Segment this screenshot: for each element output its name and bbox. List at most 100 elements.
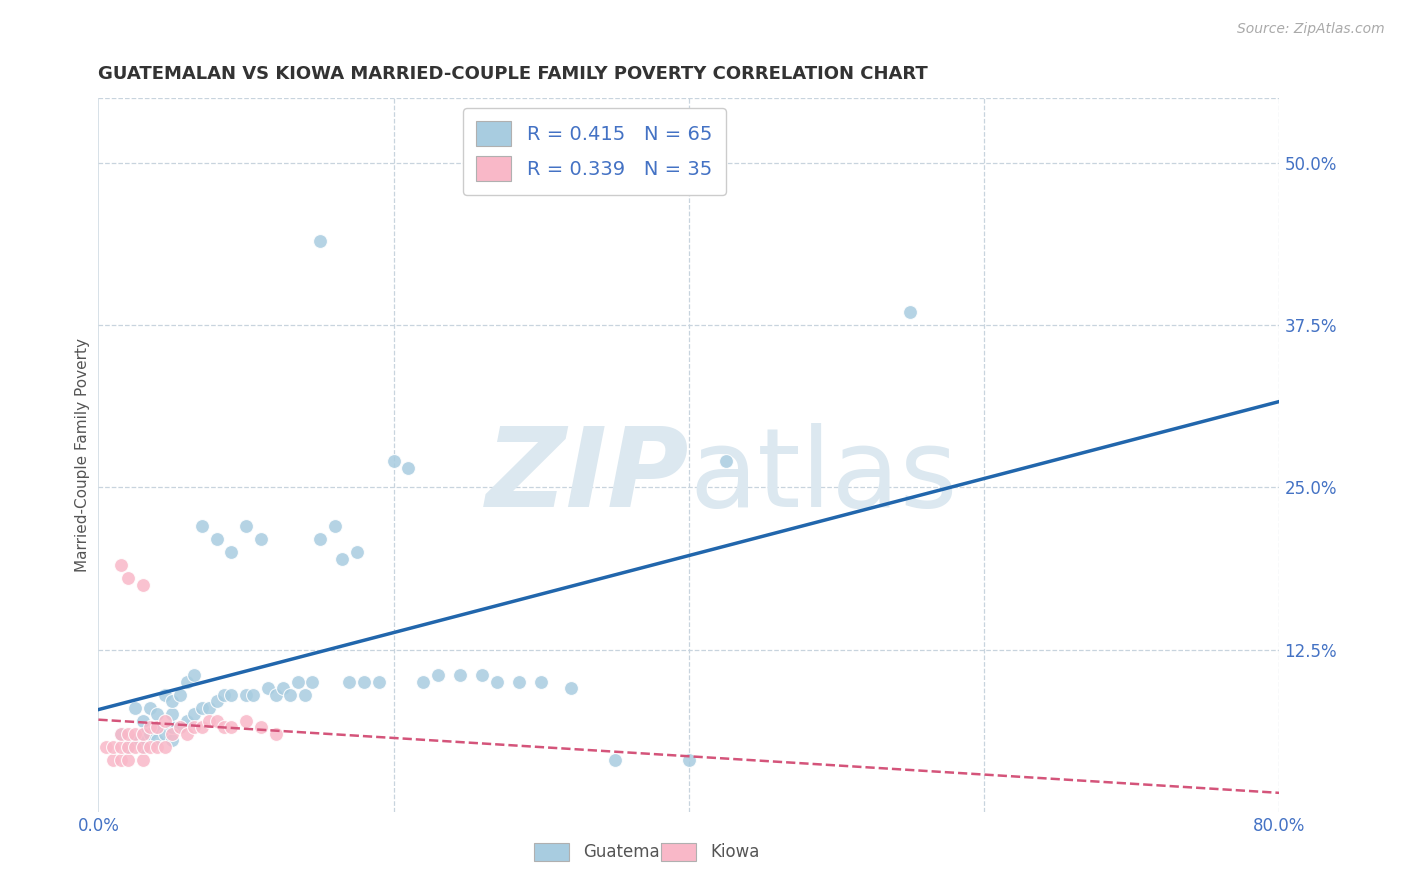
Point <box>287 675 309 690</box>
Point <box>264 727 287 741</box>
Point <box>124 739 146 754</box>
Point <box>205 533 228 547</box>
Point <box>191 701 214 715</box>
Point <box>169 720 191 734</box>
Point <box>212 720 235 734</box>
Point <box>176 675 198 690</box>
Point <box>605 753 627 767</box>
Point <box>471 668 494 682</box>
Point <box>162 727 183 741</box>
Point <box>117 739 139 754</box>
Point <box>191 519 214 533</box>
Point <box>146 739 169 754</box>
Point <box>176 727 198 741</box>
Point <box>94 739 117 754</box>
Point <box>250 533 273 547</box>
Point <box>508 675 530 690</box>
Text: Kiowa: Kiowa <box>710 843 759 861</box>
Point <box>132 739 155 754</box>
Point <box>162 694 183 708</box>
Point <box>221 720 243 734</box>
Point <box>117 739 139 754</box>
Point <box>198 701 221 715</box>
Point <box>139 720 162 734</box>
Text: ZIP: ZIP <box>485 423 689 530</box>
Point <box>309 234 332 248</box>
Point <box>153 727 176 741</box>
Point <box>132 714 155 728</box>
Point <box>183 668 205 682</box>
Point <box>271 681 294 696</box>
Point <box>103 739 125 754</box>
Point <box>250 720 273 734</box>
Point <box>198 714 221 728</box>
Point <box>124 727 146 741</box>
Point <box>714 454 737 468</box>
Point <box>153 714 176 728</box>
Point <box>212 688 235 702</box>
Point <box>132 727 155 741</box>
Point <box>132 577 155 591</box>
Point <box>162 733 183 747</box>
Point <box>427 668 450 682</box>
Point <box>132 739 155 754</box>
Point <box>294 688 316 702</box>
Point <box>103 753 125 767</box>
Point <box>205 714 228 728</box>
Point <box>330 551 353 566</box>
Point <box>205 694 228 708</box>
Point <box>124 701 146 715</box>
Point <box>146 707 169 722</box>
Point <box>117 571 139 585</box>
Point <box>132 753 155 767</box>
Point <box>530 675 553 690</box>
Point <box>169 720 191 734</box>
Text: Source: ZipAtlas.com: Source: ZipAtlas.com <box>1237 22 1385 37</box>
Point <box>110 739 132 754</box>
Point <box>183 720 205 734</box>
Y-axis label: Married-Couple Family Poverty: Married-Couple Family Poverty <box>75 338 90 572</box>
Point <box>117 727 139 741</box>
Point <box>139 727 162 741</box>
Point <box>110 558 132 573</box>
Point <box>323 519 346 533</box>
Point <box>153 688 176 702</box>
Point <box>257 681 280 696</box>
Point <box>153 739 176 754</box>
Point <box>183 707 205 722</box>
Point <box>449 668 471 682</box>
Point <box>110 753 132 767</box>
Point <box>169 688 191 702</box>
Point <box>124 733 146 747</box>
Point <box>162 720 183 734</box>
Point <box>235 688 257 702</box>
Point <box>242 688 264 702</box>
Point <box>176 714 198 728</box>
Point <box>162 707 183 722</box>
Point <box>678 753 700 767</box>
Point <box>146 720 169 734</box>
Point <box>280 688 302 702</box>
Point <box>412 675 434 690</box>
Point <box>339 675 361 690</box>
Point <box>309 533 332 547</box>
Point <box>560 681 582 696</box>
Point <box>110 727 132 741</box>
Point <box>900 305 922 319</box>
Point <box>264 688 287 702</box>
Text: atlas: atlas <box>689 423 957 530</box>
Point <box>221 545 243 559</box>
Point <box>382 454 405 468</box>
Text: Guatemalans: Guatemalans <box>583 843 695 861</box>
Point <box>146 720 169 734</box>
Point <box>139 739 162 754</box>
Text: GUATEMALAN VS KIOWA MARRIED-COUPLE FAMILY POVERTY CORRELATION CHART: GUATEMALAN VS KIOWA MARRIED-COUPLE FAMIL… <box>98 65 928 83</box>
Point <box>139 701 162 715</box>
Point <box>301 675 323 690</box>
Point <box>486 675 509 690</box>
Point <box>132 727 155 741</box>
Point <box>221 688 243 702</box>
Legend: R = 0.415   N = 65, R = 0.339   N = 35: R = 0.415 N = 65, R = 0.339 N = 35 <box>463 108 725 194</box>
Point <box>398 461 420 475</box>
Point <box>191 720 214 734</box>
